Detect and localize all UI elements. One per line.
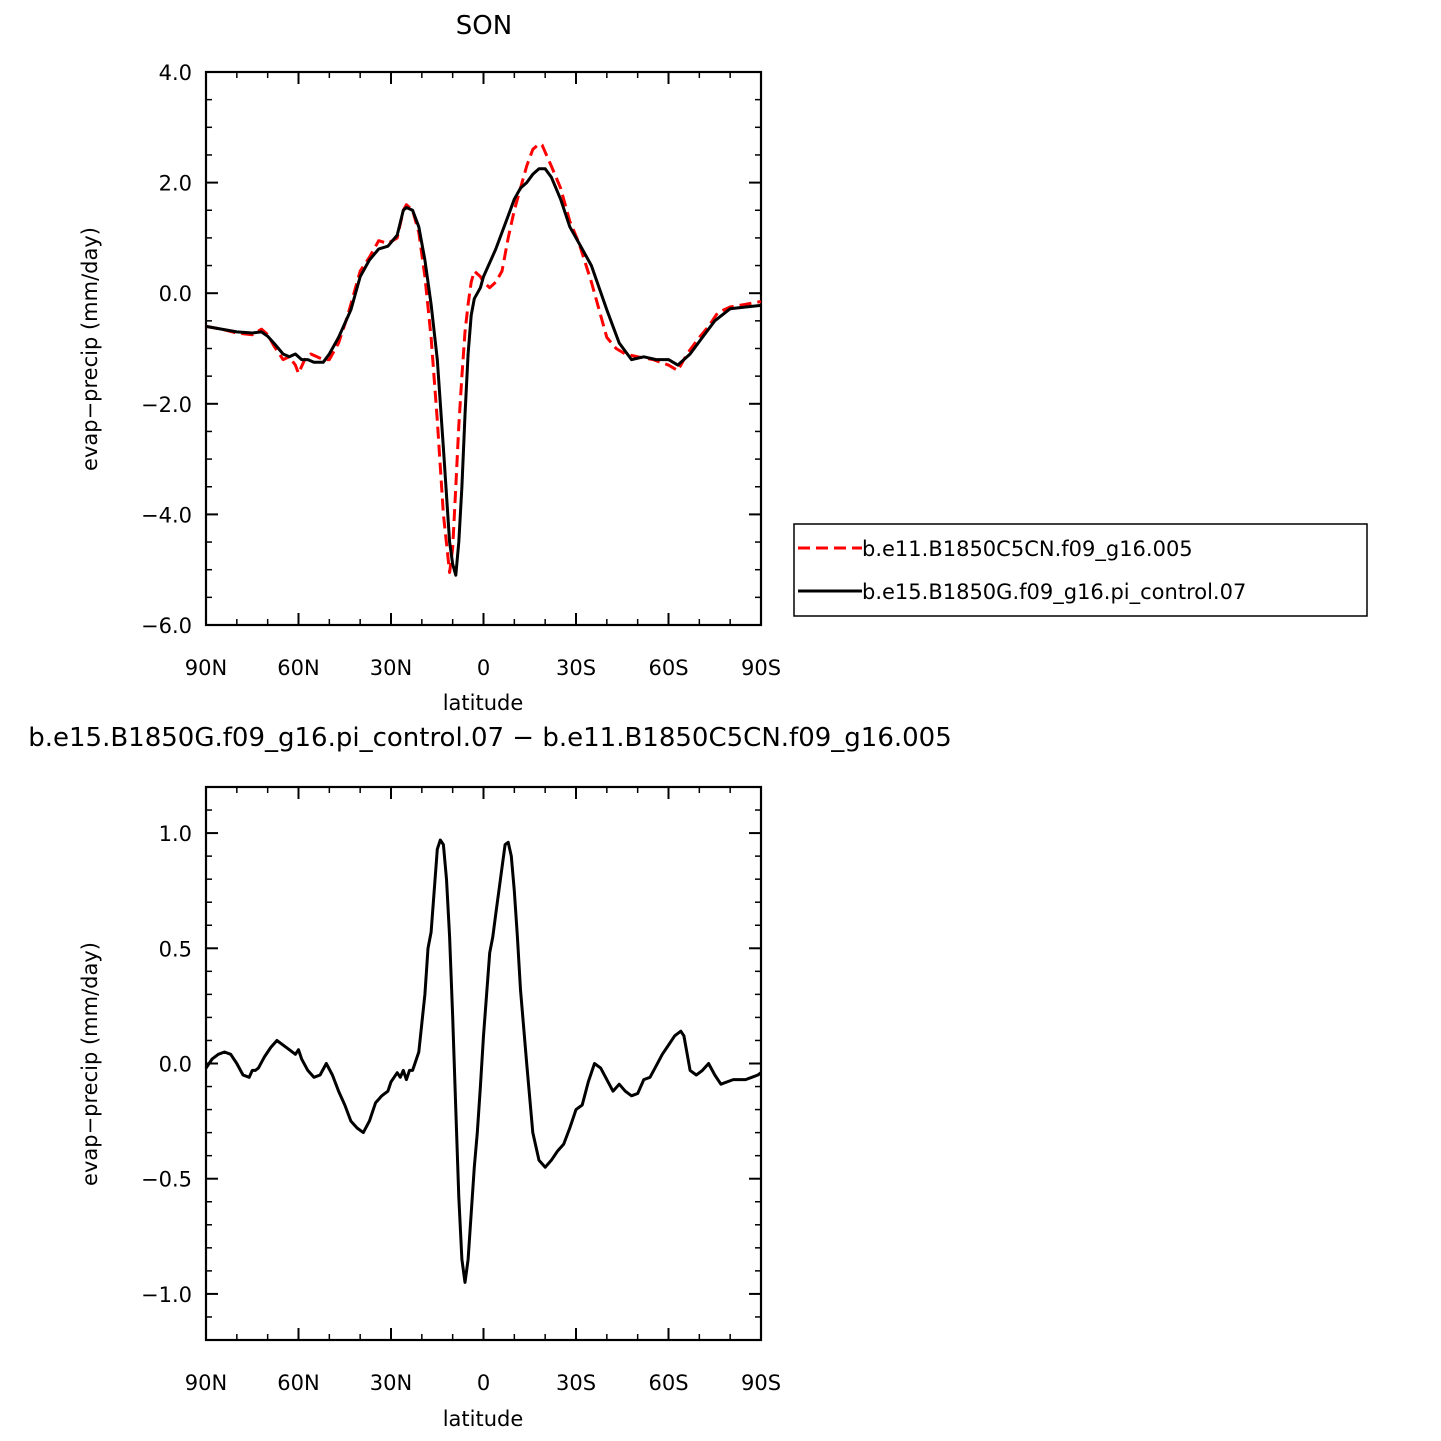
top-xtick-label: 90S [741,656,781,680]
top-chart-title: SON [456,11,512,41]
top-xtick-label: 90N [185,656,227,680]
top-xtick-label: 60S [648,656,688,680]
top-ytick-label: −2.0 [141,393,192,417]
top-panel: SON −6.0 −4.0 −2.0 0.0 2.0 4.0 90N 60N 30N 0 30S 60… [78,11,1368,715]
bottom-ytick-label: 0.0 [159,1053,192,1077]
top-x-axis-label: latitude [443,691,524,715]
top-ticks: −6.0 −4.0 −2.0 0.0 2.0 4.0 90N 60N 30N 0 30S 60S 90S [141,61,781,680]
bottom-xtick-label: 90S [741,1371,781,1395]
legend-box [793,523,1368,617]
bottom-chart-title: b.e15.B1850G.f09_g16.pi_control.07 − b.e… [28,723,952,753]
bottom-series-group [204,838,762,1284]
bottom-ytick-label: −0.5 [141,1168,192,1192]
bottom-panel: b.e15.B1850G.f09_g16.pi_control.07 − b.e… [28,723,952,1431]
top-ytick-label: 4.0 [159,61,192,85]
bottom-xtick-label: 60S [648,1371,688,1395]
legend-label-series-1: b.e11.B1850C5CN.f09_g16.005 [862,537,1193,562]
top-series-line-2 [205,167,762,577]
bottom-xtick-label: 90N [185,1371,227,1395]
top-y-axis-label: evap−precip (mm/day) [78,227,102,471]
top-series-line-1 [205,142,762,574]
bottom-x-axis-label: latitude [443,1407,524,1431]
top-xtick-label: 30S [556,656,596,680]
bottom-xtick-label: 60N [277,1371,319,1395]
top-plot-area [205,142,762,577]
bottom-ytick-label: −1.0 [141,1283,192,1307]
top-xtick-label: 60N [277,656,319,680]
legend-label-series-2: b.e15.B1850G.f09_g16.pi_control.07 [862,580,1246,605]
top-xtick-label: 0 [477,656,490,680]
top-ytick-label: −4.0 [141,503,192,527]
bottom-ticks: −1.0 −0.5 0.0 0.5 1.0 90N 60N 30N 0 30S 60S 90S [141,786,781,1395]
top-xtick-label: 30N [370,656,412,680]
top-ytick-label: 0.0 [159,282,192,306]
bottom-xtick-label: 30N [370,1371,412,1395]
bottom-y-axis-label: evap−precip (mm/day) [78,942,102,1186]
top-ytick-label: −6.0 [141,614,192,638]
bottom-series-line-1 [204,838,762,1284]
bottom-ytick-label: 1.0 [159,822,192,846]
bottom-xtick-label: 0 [477,1371,490,1395]
bottom-xtick-label: 30S [556,1371,596,1395]
top-series-group [205,142,762,577]
top-ytick-label: 2.0 [159,172,192,196]
legend: b.e11.B1850C5CN.f09_g16.005 b.e15.B1850G… [793,523,1368,617]
bottom-ytick-label: 0.5 [159,937,192,961]
